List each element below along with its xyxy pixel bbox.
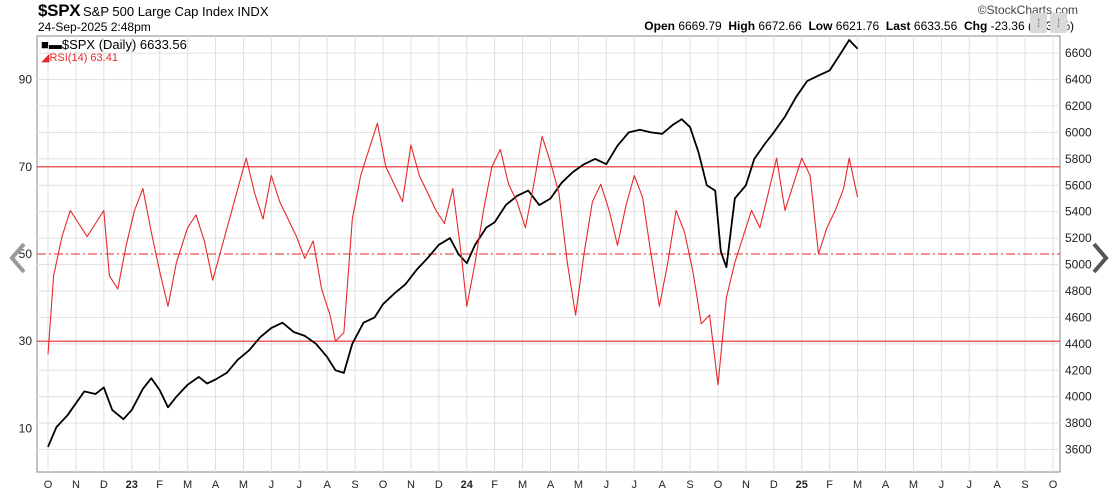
x-axis-tick-label: M [853,479,862,491]
right-axis-tick-label: 6600 [1065,46,1092,60]
high-label: High [728,19,756,33]
right-axis-tick-label: 3600 [1065,443,1092,457]
x-axis-tick-label: M [909,479,918,491]
x-axis-tick-label: J [632,479,638,491]
x-axis-tick-label: J [939,479,945,491]
x-axis-tick-label: O [714,479,723,491]
x-axis-tick-label: D [770,479,778,491]
rsi-legend-swatch-icon: ◢ [41,52,50,64]
x-axis-tick-label: A [658,479,666,491]
last-label: Last [885,19,911,33]
x-axis-tick-label: M [239,479,248,491]
right-axis-tick-label: 6000 [1065,125,1092,139]
right-axis-tick-label: 6400 [1065,73,1092,87]
previous-arrow-icon[interactable] [6,238,30,278]
rsi-legend: ◢RSI(14) 63.41 [41,51,118,64]
price-legend: ■▬$SPX (Daily) 6633.56 [41,37,187,52]
chg-label: Chg [963,19,988,33]
price-line [47,39,859,448]
x-axis-tick-label: A [212,479,220,491]
right-axis-tick-label: 3800 [1065,416,1092,430]
right-axis-tick-label: 5600 [1065,178,1092,192]
open-label: Open [644,19,675,33]
x-axis-tick-label: M [518,479,527,491]
right-axis-tick-label: 4200 [1065,363,1092,377]
x-axis-tick-label: O [44,479,53,491]
open-value: 6669.79 [678,19,722,33]
x-axis-tick-label: A [993,479,1001,491]
x-axis-tick-label: O [1049,479,1058,491]
low-value: 6621.76 [835,19,880,33]
x-axis-tick-label: O [379,479,388,491]
x-axis-tick-label: N [742,479,750,491]
x-axis-tick-label: S [351,479,358,491]
x-axis-tick-label: S [686,479,693,491]
x-axis-tick-label: F [156,479,163,491]
x-axis-tick-label: M [183,479,192,491]
x-axis-tick-label: 23 [126,479,138,491]
x-axis-tick-label: J [967,479,973,491]
right-axis-tick-label: 4600 [1065,310,1092,324]
right-axis-tick-label: 4000 [1065,390,1092,404]
right-axis-tick-label: 4400 [1065,337,1092,351]
x-axis-tick-label: A [323,479,331,491]
x-axis-tick-label: J [297,479,303,491]
price-legend-label: $SPX (Daily) 6633.56 [61,37,187,52]
price-legend-swatch-icon: ■▬ [41,37,62,52]
x-axis-tick-label: A [547,479,555,491]
right-axis-tick-label: 6200 [1065,99,1092,113]
x-axis-tick-label: D [100,479,108,491]
x-axis-tick-label: S [1021,479,1028,491]
chart-menu-icon[interactable]: ⁞ [1050,13,1067,33]
left-axis-tick-label: 30 [19,334,33,348]
left-axis-tick-label: 90 [19,73,33,87]
right-axis-tick-label: 5000 [1065,258,1092,272]
x-axis-tick-label: 25 [796,479,808,491]
quote-timestamp: 24-Sep-2025 2:48pm [38,20,151,34]
x-axis-tick-label: F [826,479,833,491]
rsi-line [47,122,859,386]
symbol-title: $SPX [38,1,81,20]
left-axis-tick-label: 70 [19,160,33,174]
right-axis-tick-label: 4800 [1065,284,1092,298]
x-axis-tick-label: J [604,479,610,491]
x-axis-tick-label: N [407,479,415,491]
x-axis-tick-label: 24 [461,479,474,491]
x-axis-tick-label: D [435,479,443,491]
x-axis-tick-label: N [72,479,80,491]
left-axis-tick-label: 50 [19,247,33,261]
next-arrow-icon[interactable] [1088,238,1112,278]
high-value: 6672.66 [758,19,802,33]
rsi-legend-label: RSI(14) 63.41 [49,52,118,64]
x-axis-tick-label: A [882,479,890,491]
low-label: Low [808,19,833,33]
chart-settings-icon[interactable]: ⁞ [1030,13,1047,33]
x-axis-tick-label: J [269,479,275,491]
right-axis-tick-label: 5200 [1065,231,1092,245]
right-axis-tick-label: 5800 [1065,152,1092,166]
right-axis-tick-label: 5400 [1065,205,1092,219]
x-axis-tick-label: M [574,479,583,491]
index-name: S&P 500 Large Cap Index INDX [83,4,269,19]
last-value: 6633.56 [913,19,958,33]
x-axis-tick-label: F [491,479,498,491]
left-axis-tick-label: 10 [19,421,33,435]
